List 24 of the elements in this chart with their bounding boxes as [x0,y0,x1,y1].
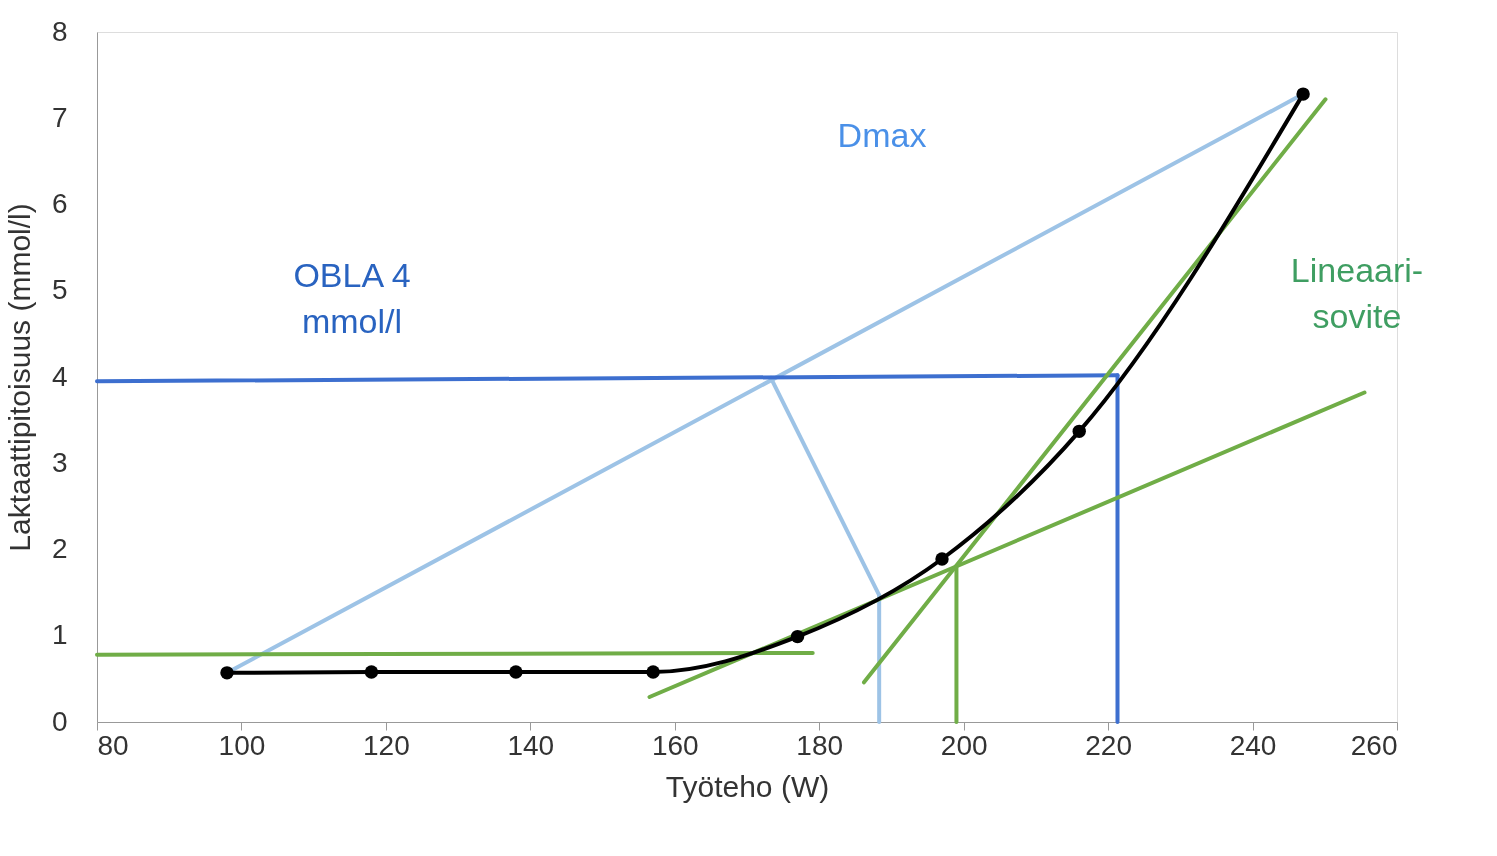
x-axis-title: Työteho (W) [665,769,830,803]
y-tick-label: 5 [51,274,68,306]
x-tick-label: 140 [507,729,555,761]
y-tick-label: 8 [51,15,68,47]
y-tick-label: 4 [51,360,68,392]
x-tick-label: 80 [97,729,129,761]
annotation: OBLA 4 mmol/l [293,256,411,340]
y-tick-label: 6 [51,188,68,219]
y-tick-label: 2 [51,533,68,564]
x-tick-label: 100 [218,729,266,761]
x-tick-label: 200 [940,729,988,761]
y-tick-label: 1 [51,619,68,651]
annotation: Lineaari- sovite [1290,251,1424,335]
x-tick-label: 120 [363,729,410,761]
y-tick-label: 0 [51,705,68,737]
x-tick-label: 260 [1350,729,1398,761]
y-tick-label: 7 [51,101,68,133]
x-tick-label: 240 [1229,729,1277,761]
x-tick-label: 220 [1085,729,1132,761]
y-tick-label: 3 [51,446,68,478]
y-axis-title: Laktaattipitoisuus (mmol/l) [2,203,36,552]
x-tick-label: 160 [651,729,699,761]
x-tick-label: 180 [796,729,844,761]
annotation: Dmax [837,116,927,154]
